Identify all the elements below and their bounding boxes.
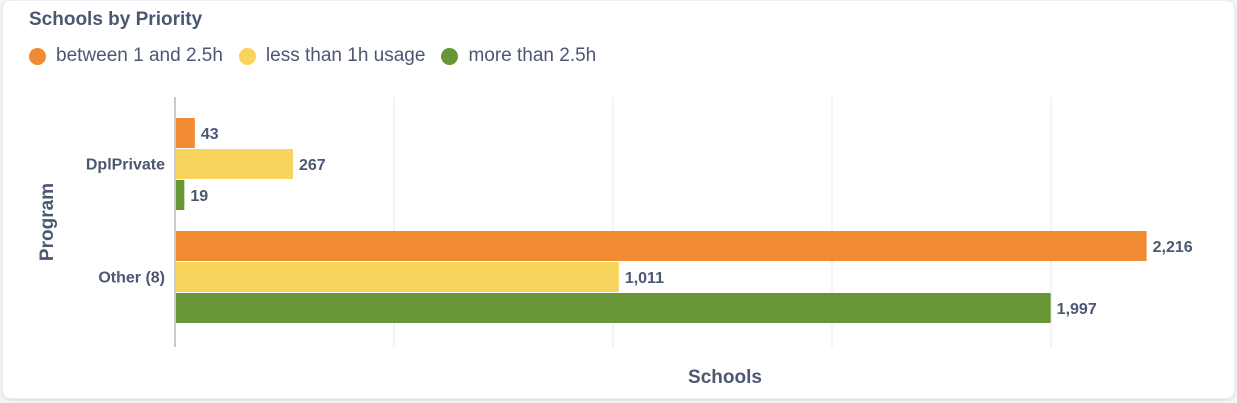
legend-label: more than 2.5h [468, 45, 597, 66]
data-label: 43 [201, 126, 219, 143]
bar-chart: 43 267 19 DplPrivate 2,216 1,011 1,997 Other (8… [37, 97, 1193, 388]
legend-item-1[interactable]: less than 1h usage [238, 45, 426, 67]
data-label: 2,216 [1153, 239, 1193, 256]
legend-item-0[interactable]: between 1 and 2.5h [29, 45, 223, 67]
legend-label: less than 1h usage [265, 45, 426, 66]
bar-dplprivate-series-0[interactable] [176, 118, 195, 148]
data-label: 1,997 [1057, 301, 1097, 318]
bar-other-8--series-2[interactable] [176, 293, 1051, 323]
category-label: DplPrivate [86, 157, 165, 174]
legend-dot-icon [29, 47, 46, 65]
category-label: Other (8) [98, 270, 165, 287]
data-label: 267 [299, 157, 326, 174]
bar-other-8--series-1[interactable] [176, 262, 619, 292]
legend-dot-icon [441, 47, 459, 65]
bar-dplprivate-series-1[interactable] [176, 149, 293, 179]
legend-label: between 1 and 2.5h [56, 45, 223, 66]
legend-item-2[interactable]: more than 2.5h [441, 45, 596, 67]
legend-dot-icon [238, 47, 256, 65]
data-label: 19 [190, 188, 208, 205]
bar-dplprivate-series-2[interactable] [176, 180, 185, 210]
y-axis-title: Program [37, 183, 58, 261]
bar-other-8--series-0[interactable] [176, 231, 1147, 261]
chart-legend: between 1 and 2.5h less than 1h usage more… [29, 45, 596, 67]
x-axis-title: Schools [688, 367, 762, 388]
chart-title[interactable]: Schools by Priority [29, 9, 203, 30]
data-label: 1,011 [625, 270, 664, 287]
